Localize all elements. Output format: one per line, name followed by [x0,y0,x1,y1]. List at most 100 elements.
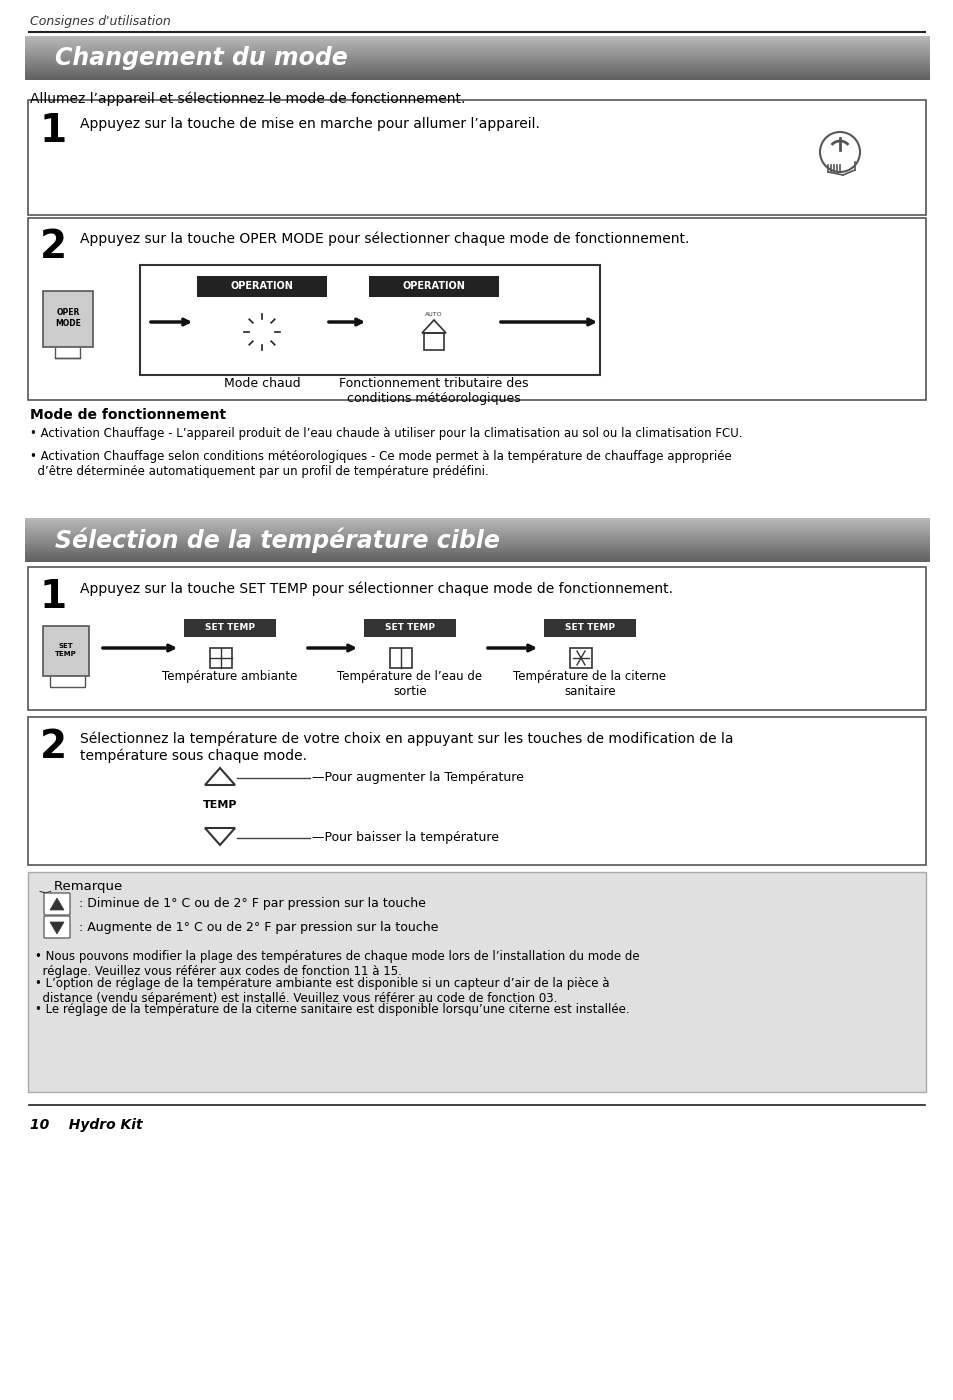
Bar [25,539,929,542]
Bar [25,560,929,561]
FancyBboxPatch shape [43,291,92,347]
Bar [25,546,929,547]
Bar [25,76,929,78]
Text: SET TEMP: SET TEMP [564,623,615,633]
FancyBboxPatch shape [43,626,89,676]
Text: : Diminue de 1° C ou de 2° F par pression sur la touche: : Diminue de 1° C ou de 2° F par pressio… [75,897,425,910]
Circle shape [820,132,859,172]
Text: Allumez l’appareil et sélectionnez le mode de fonctionnement.: Allumez l’appareil et sélectionnez le mo… [30,92,465,106]
Text: Température de la citerne
sanitaire: Température de la citerne sanitaire [513,671,666,699]
Text: SET TEMP: SET TEMP [205,623,254,633]
Bar [25,35,929,38]
FancyBboxPatch shape [140,265,599,375]
Bar [25,48,929,50]
Bar [25,73,929,76]
Text: OPER
MODE: OPER MODE [55,308,81,328]
Bar [25,556,929,559]
Bar [25,53,929,56]
FancyBboxPatch shape [569,648,592,668]
Text: • Activation Chauffage - L’appareil produit de l’eau chaude à utiliser pour la c: • Activation Chauffage - L’appareil prod… [30,427,741,440]
Bar [25,43,929,46]
Bar [25,543,929,546]
Text: Sélection de la température cible: Sélection de la température cible [55,528,499,553]
Polygon shape [50,923,64,934]
Bar [25,67,929,70]
Text: ‿ Remarque: ‿ Remarque [40,881,123,893]
Text: • Nous pouvons modifier la plage des températures de chaque mode lors de l’insta: • Nous pouvons modifier la plage des tem… [35,951,639,979]
Bar [25,52,929,55]
Text: —Pour baisser la température: —Pour baisser la température [312,832,498,844]
Text: Mode chaud: Mode chaud [223,377,300,391]
Bar [25,553,929,556]
Bar [25,518,929,519]
Text: Mode de fonctionnement: Mode de fonctionnement [30,407,226,421]
FancyBboxPatch shape [28,872,925,1092]
Text: Fonctionnement tributaire des
conditions météorologiques: Fonctionnement tributaire des conditions… [339,377,528,405]
Bar [25,524,929,526]
Bar [25,529,929,532]
FancyBboxPatch shape [364,619,456,637]
Bar [25,528,929,531]
Bar [25,542,929,545]
Text: Changement du mode: Changement du mode [55,46,348,70]
FancyBboxPatch shape [44,916,70,938]
Text: 2: 2 [40,228,67,266]
Text: 2: 2 [40,728,67,766]
Bar [25,45,929,48]
Text: • L’option de réglage de la température ambiante est disponible si un capteur d’: • L’option de réglage de la température … [35,977,609,1005]
FancyBboxPatch shape [196,276,327,297]
Text: Appuyez sur la touche OPER MODE pour sélectionner chaque mode de fonctionnement.: Appuyez sur la touche OPER MODE pour sél… [80,232,689,246]
Bar [25,535,929,538]
Bar [25,66,929,69]
Bar [25,39,929,42]
Text: Température ambiante: Température ambiante [162,671,297,683]
FancyBboxPatch shape [44,893,70,916]
Text: • Le réglage de la température de la citerne sanitaire est disponible lorsqu’une: • Le réglage de la température de la cit… [35,1002,629,1016]
Bar [25,538,929,540]
FancyBboxPatch shape [543,619,636,637]
Text: Consignes d'utilisation: Consignes d'utilisation [30,15,171,28]
Bar [25,57,929,60]
Bar [25,42,929,43]
Text: —Pour augmenter la Température: —Pour augmenter la Température [312,771,523,784]
Bar [25,38,929,41]
FancyBboxPatch shape [184,619,275,637]
Text: Appuyez sur la touche de mise en marche pour allumer l’appareil.: Appuyez sur la touche de mise en marche … [80,118,539,132]
Bar [25,59,929,62]
Bar [25,71,929,74]
Text: OPERATION: OPERATION [402,281,465,291]
Text: TEMP: TEMP [203,799,237,811]
Bar [25,56,929,57]
Text: Appuyez sur la touche SET TEMP pour sélectionner chaque mode de fonctionnement.: Appuyez sur la touche SET TEMP pour séle… [80,582,672,596]
Bar [25,519,929,522]
FancyBboxPatch shape [28,717,925,865]
Bar [25,557,929,560]
FancyBboxPatch shape [28,99,925,216]
Text: 1: 1 [40,112,67,150]
Bar [25,522,929,524]
Bar [25,552,929,554]
Bar [25,77,929,80]
Text: • Activation Chauffage selon conditions météorologiques - Ce mode permet à la te: • Activation Chauffage selon conditions … [30,449,731,477]
Bar [25,525,929,528]
FancyBboxPatch shape [369,276,498,297]
Bar [25,532,929,533]
Text: Sélectionnez la température de votre choix en appuyant sur les touches de modifi: Sélectionnez la température de votre cho… [80,732,733,763]
Bar [25,549,929,552]
Bar [25,533,929,536]
Bar [25,63,929,66]
Text: : Augmente de 1° C ou de 2° F par pression sur la touche: : Augmente de 1° C ou de 2° F par pressi… [75,921,438,934]
Text: 10    Hydro Kit: 10 Hydro Kit [30,1119,143,1133]
Bar [25,49,929,52]
FancyBboxPatch shape [423,333,443,350]
FancyBboxPatch shape [28,567,925,710]
Text: Température de l’eau de
sortie: Température de l’eau de sortie [337,671,482,699]
Polygon shape [50,897,64,910]
Bar [25,547,929,550]
FancyBboxPatch shape [210,648,232,668]
Text: AUTO: AUTO [425,312,442,316]
Text: OPERATION: OPERATION [231,281,294,291]
Text: 1: 1 [40,578,67,616]
Text: SET
TEMP: SET TEMP [55,644,77,657]
Bar [25,70,929,71]
